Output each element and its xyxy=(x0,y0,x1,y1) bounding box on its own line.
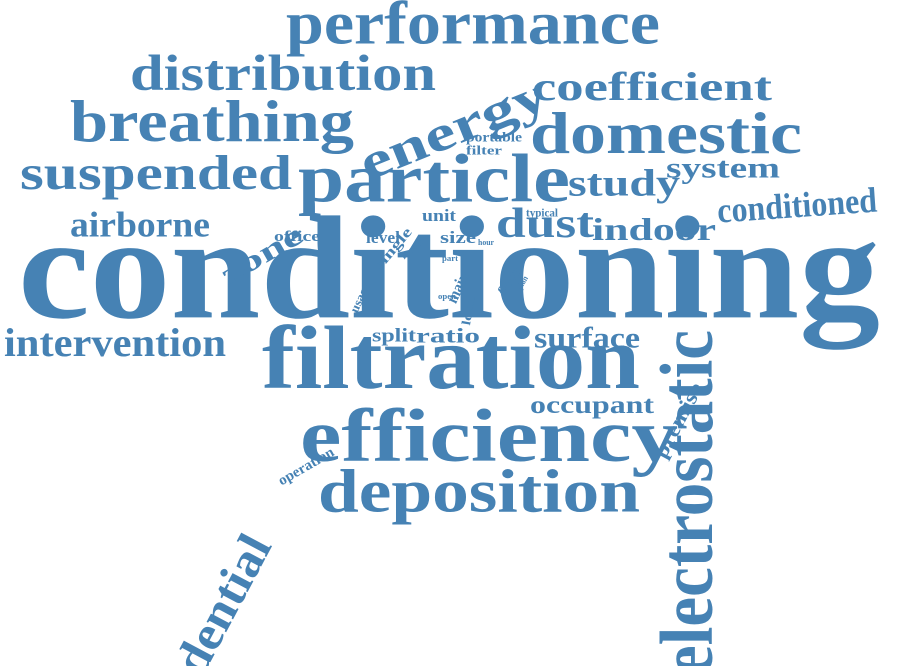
word-efficiency: efficiency xyxy=(300,394,678,478)
word-system: system xyxy=(666,152,780,185)
word-residential: residential xyxy=(127,525,283,666)
word-office: office xyxy=(274,229,320,246)
word-filter: filter xyxy=(466,143,502,158)
word-indoor: indoor xyxy=(592,212,716,248)
word-breathing: breathing xyxy=(70,88,354,154)
word-distribution: distribution xyxy=(130,44,436,101)
word-typical: typical xyxy=(526,207,558,220)
word-deposition: deposition xyxy=(318,458,640,526)
word-study: study xyxy=(568,162,680,205)
word-coefficient: coefficient xyxy=(532,64,772,110)
word-domestic: domestic xyxy=(530,100,802,166)
word-open: open xyxy=(438,291,456,301)
word-ratio: ratio xyxy=(416,323,480,348)
word-filtration: filtration xyxy=(262,308,640,409)
word-unit: unit xyxy=(422,205,456,225)
word-hour: hour xyxy=(478,237,494,247)
word-conditioning: conditioning xyxy=(18,186,880,350)
word-part: part xyxy=(442,253,458,263)
word-level: level xyxy=(366,227,400,247)
word-suspended: suspended xyxy=(20,147,292,201)
word-intervention: intervention xyxy=(4,320,226,366)
word-surface: surface xyxy=(534,322,640,355)
word-dust: dust xyxy=(496,200,594,247)
word-occupant: occupant xyxy=(530,391,654,419)
word-portable: portable xyxy=(466,129,522,145)
word-particle: particle xyxy=(298,139,570,217)
word-size: size xyxy=(440,227,476,247)
word-performance: performance xyxy=(286,0,660,58)
word-split: split xyxy=(372,325,416,347)
word-airborne: airborne xyxy=(70,204,210,245)
